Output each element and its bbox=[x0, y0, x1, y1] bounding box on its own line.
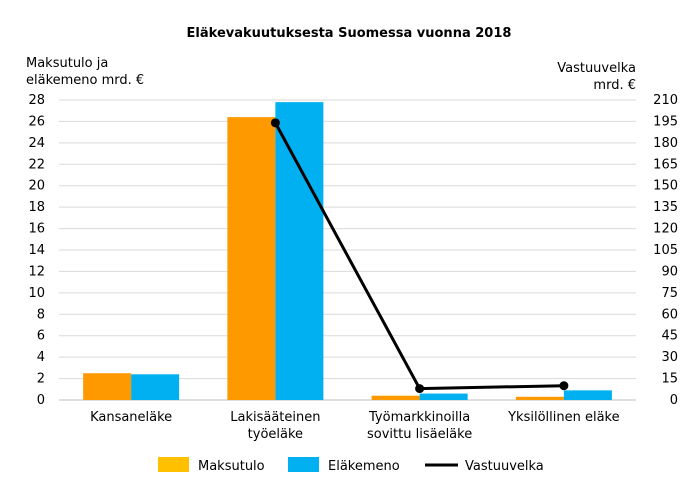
right-tick-label: 195 bbox=[653, 114, 678, 129]
left-axis-label: Maksutulo ja eläkemeno mrd. € bbox=[26, 56, 144, 88]
right-tick-label: 75 bbox=[661, 286, 678, 301]
right-axis-label-line: Vastuuvelka bbox=[557, 61, 636, 76]
right-tick-label: 120 bbox=[653, 222, 678, 237]
legend-label: Maksutulo bbox=[198, 459, 265, 474]
bar-eläkemeno bbox=[275, 102, 324, 401]
right-tick-label: 150 bbox=[653, 179, 678, 194]
bar-maksutulo bbox=[371, 395, 420, 400]
legend-label: Vastuuvelka bbox=[465, 459, 544, 474]
category-label: Työmarkkinoilla bbox=[368, 410, 470, 425]
left-tick-label: 26 bbox=[28, 114, 45, 129]
right-tick-label: 180 bbox=[653, 136, 678, 151]
bar-eläkemeno bbox=[563, 390, 612, 400]
left-axis-label-line: Maksutulo ja bbox=[26, 56, 108, 71]
right-axis-label: Vastuuvelka mrd. € bbox=[557, 61, 636, 93]
left-tick-label: 2 bbox=[37, 372, 45, 387]
line-series bbox=[270, 118, 569, 394]
left-tick-label: 16 bbox=[28, 222, 45, 237]
right-axis-label-line: mrd. € bbox=[593, 78, 636, 93]
left-tick-label: 0 bbox=[37, 393, 45, 408]
left-tick-label: 8 bbox=[37, 307, 45, 322]
right-tick-label: 15 bbox=[661, 372, 678, 387]
category-label: sovittu lisäeläke bbox=[367, 427, 472, 442]
bar-maksutulo bbox=[227, 117, 276, 401]
left-tick-label: 20 bbox=[28, 179, 45, 194]
right-tick-label: 210 bbox=[653, 93, 678, 108]
left-tick-label: 24 bbox=[28, 136, 45, 151]
left-axis-label-line: eläkemeno mrd. € bbox=[26, 73, 144, 88]
category-label: Yksilöllinen eläke bbox=[507, 410, 620, 425]
left-tick-label: 22 bbox=[28, 157, 45, 172]
legend-label: Eläkemeno bbox=[328, 459, 400, 474]
left-tick-label: 18 bbox=[28, 200, 45, 215]
line-point bbox=[415, 384, 425, 394]
right-tick-label: 165 bbox=[653, 157, 678, 172]
legend-swatch bbox=[288, 457, 319, 472]
category-label: Kansaneläke bbox=[90, 410, 172, 425]
left-tick-label: 28 bbox=[28, 93, 45, 108]
gridlines bbox=[59, 99, 636, 401]
right-tick-label: 105 bbox=[653, 243, 678, 258]
right-tick-label: 135 bbox=[653, 200, 678, 215]
line-point bbox=[270, 118, 280, 128]
right-tick-label: 90 bbox=[661, 264, 678, 279]
legend-swatch bbox=[158, 457, 189, 472]
legend: Maksutulo Eläkemeno Vastuuvelka bbox=[158, 457, 544, 474]
category-labels: Kansaneläke Lakisääteinen työeläke Työmarkk… bbox=[90, 410, 620, 442]
bar-eläkemeno bbox=[419, 393, 468, 400]
right-tick-label: 60 bbox=[661, 307, 678, 322]
left-tick-label: 12 bbox=[28, 264, 45, 279]
bar-eläkemeno bbox=[131, 374, 180, 400]
bar-maksutulo bbox=[515, 396, 564, 400]
category-label: työeläke bbox=[248, 427, 303, 442]
left-tick-label: 4 bbox=[37, 350, 45, 365]
chart-title: Eläkevakuutuksesta Suomessa vuonna 2018 bbox=[187, 26, 512, 41]
bars bbox=[83, 102, 612, 401]
right-tick-label: 0 bbox=[670, 393, 678, 408]
right-tick-label: 30 bbox=[661, 350, 678, 365]
left-tick-label: 6 bbox=[37, 329, 45, 344]
left-tick-label: 14 bbox=[28, 243, 45, 258]
right-axis-ticks: 0 15 30 45 60 75 90 105 120 135 150 165 180 195 210 bbox=[653, 93, 678, 408]
line-point bbox=[559, 381, 569, 391]
category-label: Lakisääteinen bbox=[230, 410, 320, 425]
bar-maksutulo bbox=[83, 373, 132, 400]
left-tick-label: 10 bbox=[28, 286, 45, 301]
right-tick-label: 45 bbox=[661, 329, 678, 344]
